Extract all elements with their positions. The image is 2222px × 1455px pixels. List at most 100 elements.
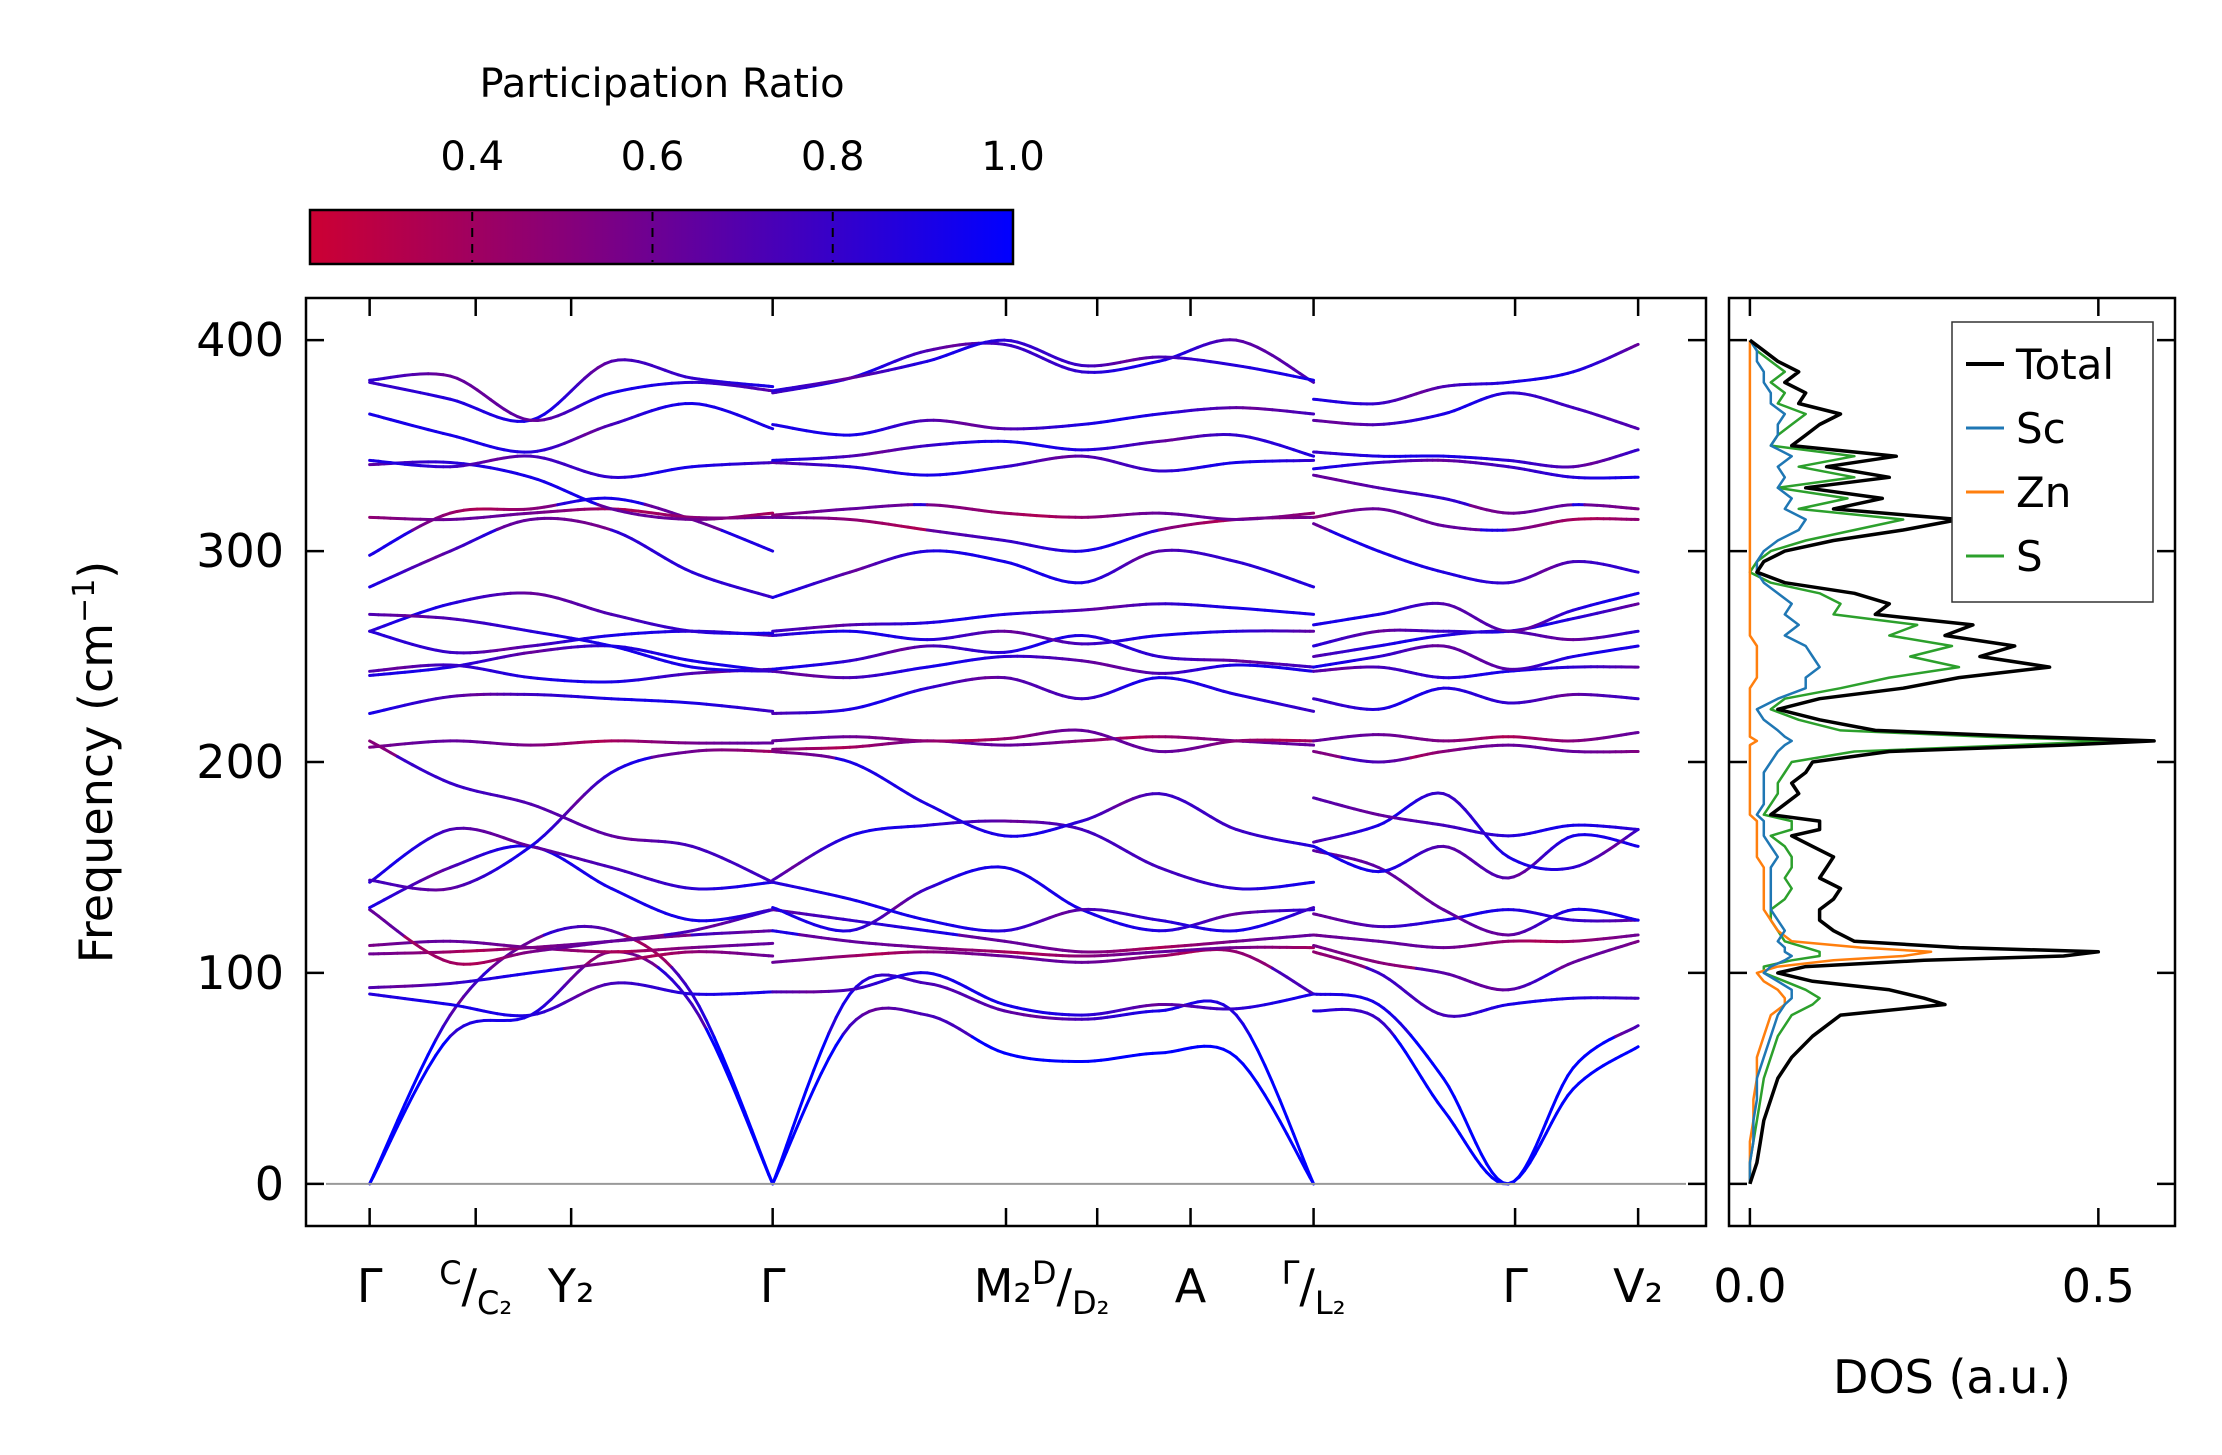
colorbar-tick-label: 0.6 (621, 134, 685, 180)
band-segment (1452, 1123, 1462, 1136)
band-segment (1298, 1148, 1307, 1166)
band-segment (791, 1107, 801, 1130)
band-segment (403, 1094, 415, 1113)
band-segment (1414, 1067, 1424, 1080)
band-segment (767, 425, 775, 431)
band-segment (1633, 644, 1640, 649)
band-segment (797, 1088, 808, 1111)
band-segment (576, 376, 587, 387)
band-segment (411, 1079, 422, 1098)
band-segment (542, 827, 553, 837)
band-segment (1270, 1106, 1282, 1123)
band-segment (697, 1004, 708, 1023)
band-segment (403, 1085, 415, 1106)
band-segment (368, 1173, 376, 1186)
band-segment (441, 1034, 452, 1047)
band-segment (396, 853, 407, 862)
band-segment (1308, 1173, 1316, 1186)
band-segment (841, 1024, 852, 1036)
band-segment (720, 1053, 732, 1076)
band-segment (482, 966, 493, 976)
band-segment (1468, 1148, 1478, 1161)
band-segment (690, 1003, 701, 1018)
band-segment (1447, 1115, 1456, 1127)
band-segment (382, 1135, 393, 1153)
band-segment (1555, 1083, 1564, 1099)
band-segment (1263, 1063, 1274, 1084)
band-segment (683, 982, 694, 996)
band-segment (376, 1149, 386, 1166)
band-segment (827, 1043, 838, 1061)
band-segment (1633, 591, 1640, 596)
band-segment (1308, 453, 1316, 458)
band-segment (576, 792, 587, 803)
band-segment (812, 1049, 823, 1072)
band-segment (1566, 1066, 1575, 1078)
band-segment (1303, 1162, 1312, 1177)
band-segment (1241, 1062, 1252, 1075)
band-segment (677, 973, 687, 986)
band-segment (1278, 1119, 1289, 1136)
band-segment (728, 1072, 739, 1095)
band-segment (1285, 1132, 1296, 1148)
band-segment (1270, 1080, 1282, 1102)
band-segment (756, 1145, 766, 1164)
band-segment (434, 1043, 445, 1057)
band-segment (720, 1060, 732, 1081)
band-segment (1308, 709, 1316, 713)
band-segment (663, 971, 674, 982)
band-segment (1633, 1045, 1640, 1051)
band-segment (819, 1031, 831, 1053)
band-segment (1544, 1107, 1554, 1124)
band-segment (1234, 1055, 1245, 1066)
band-segment (418, 1053, 430, 1073)
band-segment (1393, 1035, 1402, 1046)
band-segment (774, 1159, 783, 1176)
band-segment (396, 929, 407, 939)
band-segment (1560, 1074, 1570, 1087)
band-segment (1458, 1132, 1467, 1144)
band-segment (468, 979, 479, 990)
band-segment (426, 1038, 438, 1057)
band-segment (767, 548, 775, 553)
band-segment (434, 1024, 445, 1042)
band-segment (418, 1066, 430, 1083)
band-segment (418, 946, 430, 954)
band-segment (569, 970, 580, 981)
band-segment (1431, 1061, 1440, 1073)
band-segment (1555, 1102, 1564, 1115)
band-segment (785, 1126, 795, 1148)
band-segment (834, 1002, 845, 1019)
band-segment (750, 1128, 760, 1149)
band-segment (411, 940, 422, 950)
band-segment (1474, 1141, 1483, 1156)
band-segment (448, 1028, 459, 1038)
colorbar-tick-label: 0.4 (440, 134, 504, 180)
band-segment (403, 935, 415, 944)
band-segment (1633, 939, 1640, 944)
band-segment (670, 966, 681, 977)
band-segment (411, 842, 422, 851)
band-segment (1409, 1059, 1418, 1071)
band-segment (771, 1172, 778, 1186)
band-segment (1308, 584, 1316, 589)
band-segment (1425, 1054, 1435, 1065)
band-segment (819, 1057, 831, 1075)
band-segment (804, 1087, 816, 1107)
band-segment (1517, 1167, 1527, 1178)
band-segment (1452, 1095, 1462, 1110)
band-segment (1255, 1048, 1267, 1067)
band-segment (1528, 1152, 1537, 1165)
colorbar-tick-label: 1.0 (981, 134, 1045, 180)
band-segment (549, 820, 560, 831)
band-segment (562, 389, 573, 400)
band-segment (1633, 570, 1640, 574)
band-segment (1633, 844, 1640, 848)
band-segment (1550, 1111, 1559, 1125)
band-segment (1234, 1013, 1245, 1026)
band-segment (1633, 918, 1640, 922)
band-segment (1463, 1117, 1472, 1133)
band-segment (1241, 1022, 1252, 1038)
band-segment (1248, 1034, 1259, 1052)
